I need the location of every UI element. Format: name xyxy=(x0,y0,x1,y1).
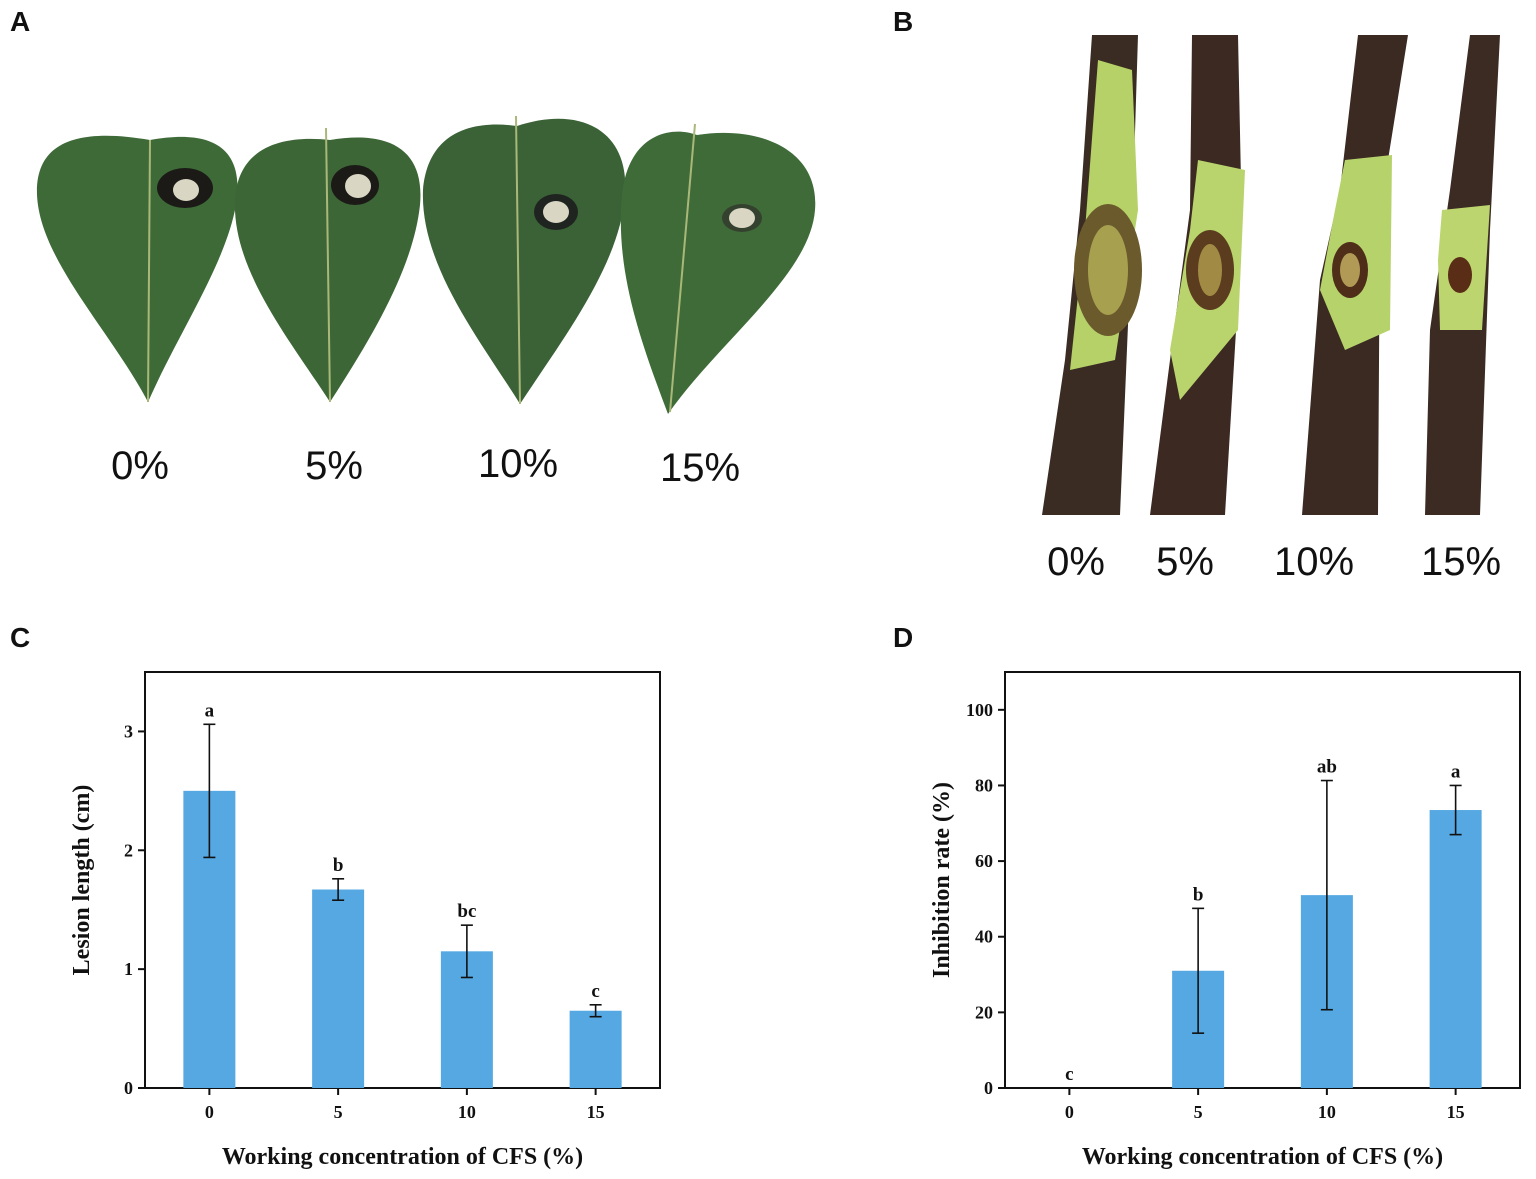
branch-label-15: 15% xyxy=(1420,540,1502,584)
y-axis-title: Inhibition rate (%) xyxy=(929,782,955,978)
y-tick-label: 80 xyxy=(975,775,993,795)
bar-15 xyxy=(569,1010,622,1088)
inhibition-rate-chart: 0 20 40 60 80 100 c 0 b 5 ab 10 a 15 Working concentra… xyxy=(929,671,1521,1170)
y-tick-label: 60 xyxy=(975,851,993,871)
significance-label-10: bc xyxy=(457,901,476,922)
x-tick-label: 15 xyxy=(1447,1102,1465,1122)
leaf-label-0: 0% xyxy=(111,444,169,488)
leaf-5 xyxy=(234,127,421,403)
significance-label-10: ab xyxy=(1317,757,1337,778)
y-tick-label: 0 xyxy=(984,1078,993,1098)
significance-label-5: b xyxy=(333,855,344,876)
y-tick-label: 1 xyxy=(124,959,133,979)
x-tick-label: 5 xyxy=(1194,1102,1203,1122)
x-tick-label: 0 xyxy=(205,1102,214,1122)
x-tick-label: 10 xyxy=(458,1102,476,1122)
panel-letter-b: B xyxy=(893,6,914,37)
leaf-label-15: 15% xyxy=(659,446,741,490)
significance-label-5: b xyxy=(1193,884,1204,905)
y-tick-label: 3 xyxy=(124,721,133,741)
x-tick-label: 15 xyxy=(587,1102,605,1122)
significance-label-0: a xyxy=(205,700,215,721)
branch-5 xyxy=(1150,35,1245,515)
y-tick-label: 40 xyxy=(975,927,993,947)
branch-photo xyxy=(1042,35,1500,515)
leaf-label-10: 10% xyxy=(477,442,559,486)
branch-15 xyxy=(1425,35,1500,515)
branch-label-5: 5% xyxy=(1156,540,1214,584)
y-tick-label: 100 xyxy=(966,700,993,720)
x-tick-label: 5 xyxy=(334,1102,343,1122)
lesion-length-chart: 0 1 2 3 a 0 b 5 bc 10 c 15 Working concentration of … xyxy=(69,671,661,1170)
branch-0 xyxy=(1042,35,1142,515)
significance-label-15: a xyxy=(1451,761,1461,782)
significance-label-0: c xyxy=(1065,1064,1073,1085)
plot-frame xyxy=(144,671,661,1089)
y-tick-label: 20 xyxy=(975,1002,993,1022)
x-axis-title: Working concentration of CFS (%) xyxy=(222,1144,583,1170)
leaf-label-5: 5% xyxy=(305,444,363,488)
plot-frame xyxy=(1004,671,1521,1089)
x-tick-label: 10 xyxy=(1318,1102,1336,1122)
bar-15 xyxy=(1429,810,1482,1088)
branch-10 xyxy=(1302,35,1408,515)
significance-label-15: c xyxy=(591,981,599,1002)
branch-label-0: 0% xyxy=(1047,540,1105,584)
leaf-photo xyxy=(36,115,816,414)
leaf-10 xyxy=(422,115,626,405)
panel-letter-c: C xyxy=(10,622,31,653)
bar-5 xyxy=(312,889,365,1088)
y-axis-title: Lesion length (cm) xyxy=(69,785,95,976)
x-tick-label: 0 xyxy=(1065,1102,1074,1122)
panel-letter-a: A xyxy=(10,6,31,37)
y-tick-label: 2 xyxy=(124,840,133,860)
leaf-0 xyxy=(36,135,238,403)
branch-label-10: 10% xyxy=(1273,540,1355,584)
leaf-15 xyxy=(620,123,816,414)
x-axis-title: Working concentration of CFS (%) xyxy=(1082,1144,1443,1170)
panel-letter-d: D xyxy=(893,622,914,653)
y-tick-label: 0 xyxy=(124,1078,133,1098)
